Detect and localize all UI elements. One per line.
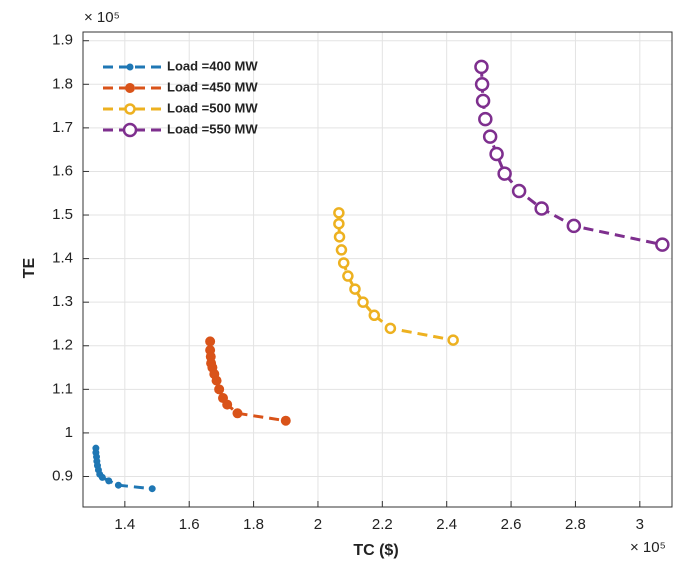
marker <box>214 384 225 395</box>
marker <box>105 477 113 485</box>
marker <box>474 77 490 92</box>
marker <box>333 231 346 243</box>
marker <box>280 415 291 426</box>
plot-frame <box>82 31 673 508</box>
legend-label: Load =450 MW <box>167 79 258 94</box>
x-tick-label: 2.8 <box>565 516 586 533</box>
y-tick-label: 1.2 <box>52 337 73 354</box>
marker <box>126 63 134 71</box>
marker <box>497 166 512 181</box>
marker <box>475 93 491 109</box>
marker <box>368 309 381 322</box>
marker <box>122 122 138 138</box>
series-line <box>479 66 663 247</box>
y-tick-label: 1.5 <box>52 206 73 223</box>
y-tick-label: 1.3 <box>52 293 73 310</box>
marker <box>482 129 498 144</box>
marker <box>148 485 156 493</box>
series-line <box>337 212 454 342</box>
marker <box>474 59 489 75</box>
y-tick-label: 1.7 <box>52 119 73 136</box>
marker <box>114 481 122 489</box>
y-axis-label: TE <box>21 257 38 278</box>
x-multiplier: × 10⁵ <box>630 539 666 556</box>
marker <box>655 237 670 252</box>
marker <box>489 146 504 162</box>
y-tick-label: 1.9 <box>52 32 73 49</box>
y-tick-label: 0.9 <box>52 467 73 484</box>
marker <box>349 283 361 295</box>
series-line <box>94 448 153 491</box>
y-tick-label: 1.6 <box>52 162 73 179</box>
y-tick-label: 1.4 <box>52 250 73 267</box>
marker <box>222 399 233 410</box>
marker <box>337 257 350 269</box>
x-tick-label: 2.6 <box>501 516 522 533</box>
y-tick-label: 1 <box>65 424 73 441</box>
marker <box>124 103 136 115</box>
marker <box>211 375 222 386</box>
marker <box>342 270 354 282</box>
marker <box>333 217 345 230</box>
marker <box>534 201 549 216</box>
marker <box>125 83 135 93</box>
y-tick-label: 1.8 <box>52 75 73 92</box>
x-tick-label: 1.8 <box>243 516 264 533</box>
x-tick-label: 2.2 <box>372 516 393 533</box>
x-tick-label: 2 <box>314 516 322 533</box>
marker <box>357 296 369 308</box>
x-tick-label: 1.6 <box>179 516 200 533</box>
marker <box>335 244 348 256</box>
legend-label: Load =500 MW <box>167 100 258 115</box>
y-multiplier: × 10⁵ <box>84 9 120 26</box>
legend-label: Load =550 MW <box>167 121 258 136</box>
x-tick-label: 1.4 <box>114 516 135 533</box>
marker <box>333 207 345 219</box>
marker <box>232 408 243 419</box>
marker <box>205 336 216 347</box>
marker <box>98 473 106 481</box>
marker <box>447 334 459 346</box>
marker <box>478 111 493 127</box>
x-axis-label: TC ($) <box>353 542 398 559</box>
marker <box>566 218 582 234</box>
marker <box>511 183 527 199</box>
x-tick-label: 3 <box>636 516 644 533</box>
legend-label: Load =400 MW <box>167 58 258 73</box>
y-tick-label: 1.1 <box>52 380 73 397</box>
x-tick-label: 2.4 <box>436 516 457 533</box>
marker <box>384 322 397 335</box>
